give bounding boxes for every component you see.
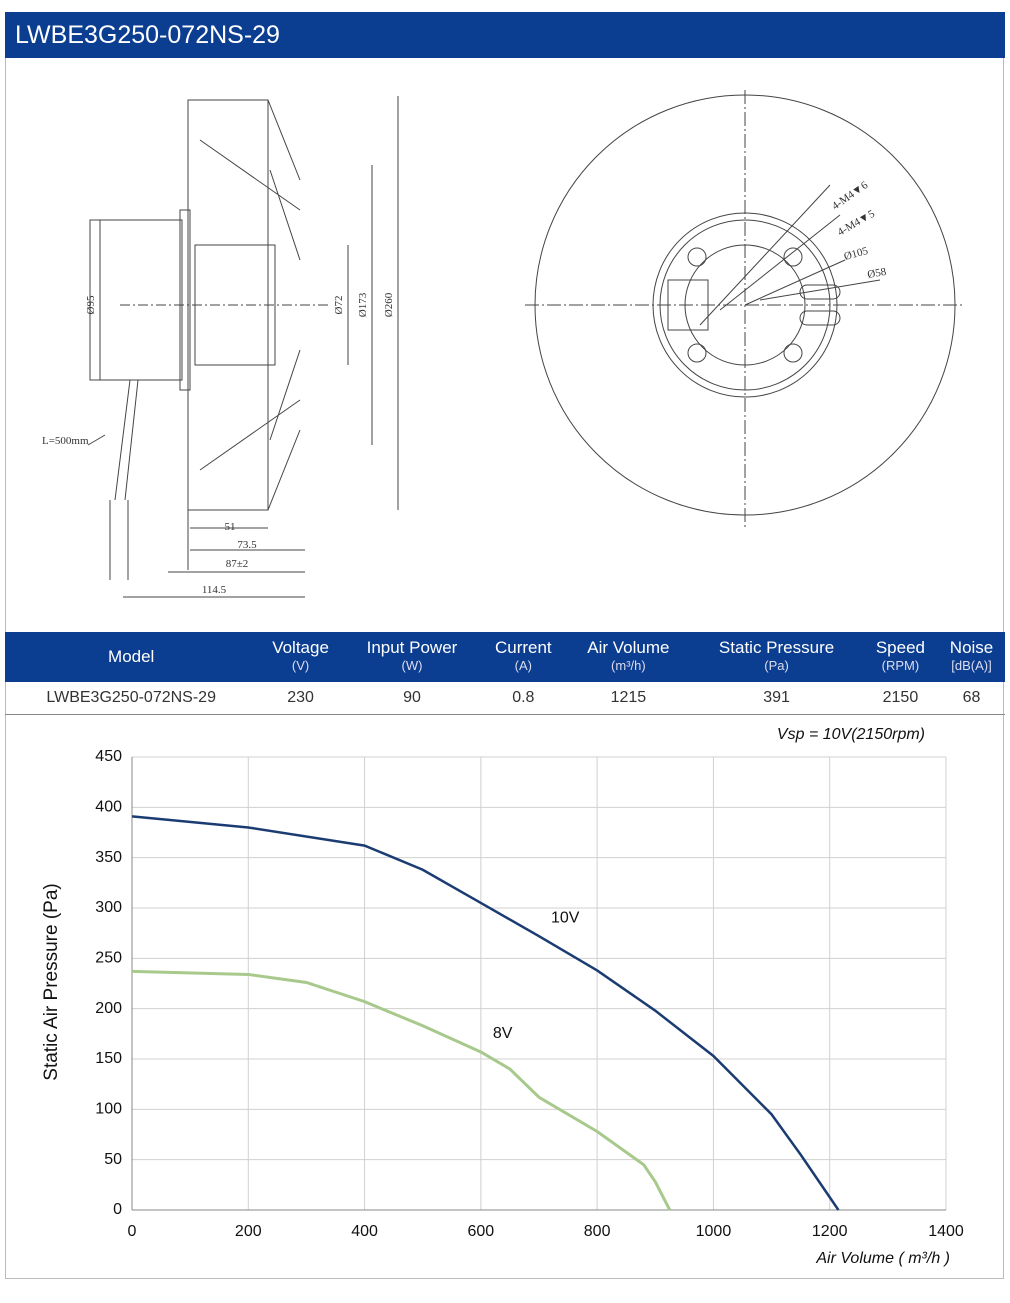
table-cell: 90 — [343, 682, 481, 715]
y-tick-label: 0 — [113, 1201, 122, 1218]
y-tick-label: 400 — [95, 799, 122, 816]
dim-label: Ø58 — [866, 266, 887, 281]
column-header: Speed (RPM) — [862, 632, 939, 682]
series-line — [131, 969, 672, 1211]
header-title: LWBE3G250-072NS-29 — [5, 12, 1005, 58]
dim-label: 87±2 — [226, 558, 249, 570]
series-line — [131, 815, 840, 1211]
y-tick-label: 450 — [95, 748, 122, 765]
dim-label: Ø95 — [85, 295, 97, 314]
dim-label: Ø173 — [357, 292, 369, 317]
dim-label: Ø260 — [383, 292, 395, 317]
column-title: Input Power — [366, 638, 458, 657]
chart: Vsp = 10V(2150rpm) Air Volume ( m³/h ) S… — [41, 726, 964, 1267]
dim-label: 114.5 — [202, 584, 227, 596]
table-header: Model Voltage (V) Input Power (W) Current (A) A… — [5, 632, 1005, 682]
column-header: Air Volume (m³/h) — [566, 632, 691, 682]
x-tick-label: 0 — [128, 1223, 137, 1240]
column-header: Input Power (W) — [343, 632, 481, 682]
column-header: Voltage (V) — [257, 632, 344, 682]
column-header: Noise [dB(A)] — [938, 632, 1005, 682]
drawing: Ø95 Ø72 Ø173 Ø260 L=500mm 51 73.5 87±2 1… — [42, 90, 965, 598]
y-tick-label: 100 — [95, 1101, 122, 1118]
column-title: Noise — [949, 638, 994, 657]
series-label: 10V — [551, 909, 580, 926]
spec-table: Model Voltage (V) Input Power (W) Current (A) A… — [5, 632, 1005, 715]
dim-label: L=500mm — [42, 435, 89, 447]
x-tick-label: 800 — [584, 1223, 611, 1240]
annotation: Vsp = 10V(2150rpm) — [777, 726, 925, 743]
table-cell: 2150 — [862, 682, 939, 715]
dim-label: Ø105 — [843, 245, 870, 263]
x-axis-title: Air Volume ( m³/h ) — [815, 1250, 950, 1267]
column-unit: (m³/h) — [611, 658, 646, 673]
x-tick-label: 600 — [468, 1223, 495, 1240]
table-cell: LWBE3G250-072NS-29 — [5, 682, 258, 715]
y-tick-label: 50 — [104, 1151, 122, 1168]
x-tick-label: 1000 — [696, 1223, 732, 1240]
y-tick-label: 200 — [95, 1000, 122, 1017]
dim-label: 73.5 — [237, 539, 257, 551]
series-label: 8V — [493, 1025, 513, 1042]
y-tick-label: 350 — [95, 849, 122, 866]
x-tick-label: 1200 — [812, 1223, 848, 1240]
table-row: LWBE3G250-072NS-29 230 90 0.8 1215 391 2150 68 — [5, 682, 1005, 715]
column-unit: (W) — [401, 658, 423, 673]
dim-label: 4-M4▼6 — [830, 179, 871, 213]
table-cell: 1215 — [566, 682, 691, 715]
column-unit: (A) — [514, 658, 532, 673]
column-unit: [dB(A)] — [951, 658, 992, 673]
y-tick-label: 250 — [95, 950, 122, 967]
column-header: Static Pressure (Pa) — [690, 632, 863, 682]
column-unit: (RPM) — [881, 658, 920, 673]
table-cell: 391 — [690, 682, 863, 715]
dim-label: 51 — [225, 521, 236, 533]
column-title: Air Volume — [587, 638, 670, 657]
dim-label: 4-M4▼5 — [836, 208, 878, 239]
table-cell: 68 — [938, 682, 1005, 715]
x-tick-label: 1400 — [928, 1223, 964, 1240]
x-tick-label: 400 — [351, 1223, 378, 1240]
column-title: Model — [108, 647, 155, 666]
column-unit: (V) — [291, 658, 310, 673]
column-title: Voltage — [272, 638, 329, 657]
column-title: Speed — [875, 638, 926, 657]
table-cell: 230 — [257, 682, 344, 715]
table-cell: 0.8 — [480, 682, 567, 715]
dim-label: Ø72 — [333, 296, 345, 315]
column-header: Current (A) — [480, 632, 567, 682]
x-tick-label: 200 — [235, 1223, 262, 1240]
y-axis-title: Static Air Pressure (Pa) — [41, 883, 62, 1080]
column-title: Current — [494, 638, 552, 657]
column-unit: (Pa) — [764, 658, 789, 673]
y-tick-label: 300 — [95, 899, 122, 916]
y-tick-label: 150 — [95, 1050, 122, 1067]
column-title: Static Pressure — [718, 638, 835, 657]
column-header: Model — [5, 632, 258, 682]
